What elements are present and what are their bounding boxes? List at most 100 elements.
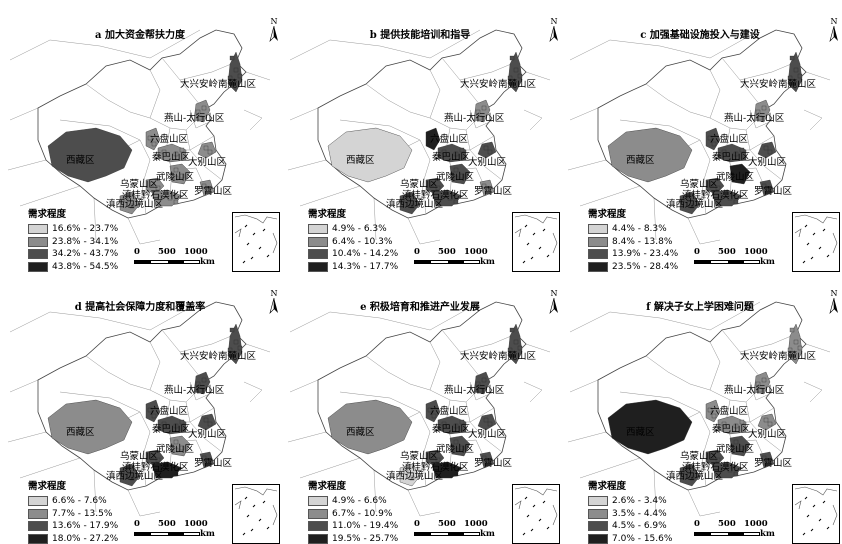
- china-map: [7, 301, 271, 517]
- neighbor-border: [289, 379, 319, 393]
- county-cell: [203, 145, 209, 151]
- county-cell: [453, 151, 459, 157]
- region-label: 滇西边境山区: [666, 199, 724, 210]
- region-label: 滇西边境山区: [666, 471, 724, 482]
- county-cell: [509, 327, 515, 333]
- region-label: 大兴安岭南麓山区: [740, 351, 817, 362]
- region-label: 西藏区: [66, 155, 95, 166]
- county-cell: [481, 183, 487, 189]
- scale-bar: 0 500 1000 km: [414, 519, 509, 541]
- county-cell: [437, 195, 443, 201]
- county-cell: [787, 75, 793, 81]
- region-liupanshan: [705, 127, 721, 151]
- county-cell: [477, 115, 483, 121]
- legend-item: 43.8% - 54.5%: [28, 261, 158, 273]
- neighbor-border: [569, 39, 711, 61]
- north-arrow-icon: N: [548, 290, 560, 314]
- neighbor-border: [373, 197, 377, 241]
- neighbor-border: [579, 185, 641, 207]
- legend-swatch: [28, 261, 48, 272]
- province-border: [339, 119, 421, 141]
- county-cell: [157, 195, 163, 201]
- legend-item: 14.3% - 17.7%: [308, 261, 438, 273]
- county-cell: [763, 145, 769, 151]
- north-arrow-icon: N: [268, 18, 280, 42]
- province-border: [619, 391, 701, 413]
- legend-item: 2.6% - 3.4%: [588, 495, 718, 507]
- county-cell: [755, 109, 761, 115]
- region-dianxi: [679, 191, 701, 215]
- county-cell: [173, 471, 179, 477]
- county-cell: [155, 457, 161, 463]
- legend-title: 需求程度: [588, 209, 627, 220]
- neighbor-border: [709, 301, 761, 331]
- province-border: [419, 139, 431, 215]
- region-xizang: [327, 399, 413, 455]
- neighbor-border: [803, 381, 823, 403]
- county-cell: [447, 195, 453, 201]
- map-legend: 需求程度 6.6% - 7.6% 7.7% - 13.5% 13.6% - 17.9%…: [28, 478, 158, 544]
- legend-item: 4.5% - 6.9%: [588, 520, 718, 532]
- region-qinba: [157, 143, 187, 163]
- county-cell: [195, 109, 201, 115]
- county-cell: [763, 417, 769, 423]
- south-china-sea-inset: [792, 212, 840, 272]
- county-cell: [507, 75, 513, 81]
- county-cell: [475, 381, 481, 387]
- region-qinba: [437, 143, 467, 163]
- county-cell: [129, 475, 135, 481]
- county-cell: [149, 453, 155, 459]
- county-cell: [739, 445, 745, 451]
- county-cell: [459, 419, 465, 425]
- region-label: 滇西边境山区: [106, 471, 164, 482]
- province-border: [709, 69, 721, 119]
- scale-tick-label: 0: [414, 519, 420, 529]
- legend-item: 7.0% - 15.6%: [588, 533, 718, 544]
- county-cell: [733, 423, 739, 429]
- county-cell: [179, 173, 185, 179]
- legend-label: 6.7% - 10.9%: [332, 508, 393, 519]
- panel-title: f 解决子女上学困难问题: [646, 302, 754, 313]
- region-label: 秦巴山区: [432, 152, 471, 163]
- legend-label: 23.5% - 28.4%: [612, 261, 679, 272]
- legend-item: 19.5% - 25.7%: [308, 533, 438, 544]
- neighbor-border: [373, 469, 377, 513]
- scale-unit: km: [480, 257, 495, 267]
- county-cell: [437, 467, 443, 473]
- scale-bar: 0 500 1000 km: [694, 519, 789, 541]
- province-border: [149, 341, 161, 391]
- province-border: [469, 381, 495, 401]
- scale-tick-label: 1000: [464, 519, 488, 529]
- legend-swatch: [588, 261, 608, 272]
- province-border: [419, 411, 431, 487]
- region-label: 燕山-太行山区: [164, 113, 225, 124]
- province-border: [645, 355, 711, 391]
- scale-tick-label: 500: [158, 247, 176, 257]
- county-cell: [481, 455, 487, 461]
- county-cell: [453, 423, 459, 429]
- county-cell: [207, 149, 213, 155]
- legend-swatch: [28, 533, 48, 544]
- map-panel: 西藏区 大兴安岭南麓山区 燕山-太行山区 六盘山区 秦巴山区 大别山区 武陵山区 乌蒙山区 滇桂…: [560, 272, 840, 544]
- neighbor-border: [149, 301, 201, 331]
- legend-item: 23.5% - 28.4%: [588, 261, 718, 273]
- county-cell: [201, 183, 207, 189]
- legend-swatch: [28, 236, 48, 247]
- map-legend: 需求程度 16.6% - 23.7% 23.8% - 34.1% 34.2% - 43…: [28, 206, 158, 273]
- county-cell: [481, 377, 487, 383]
- neighbor-border: [429, 301, 481, 331]
- county-cell: [147, 135, 153, 141]
- county-cell: [689, 203, 695, 209]
- region-label: 燕山-太行山区: [724, 113, 785, 124]
- south-china-sea-inset: [232, 484, 280, 544]
- legend-swatch: [308, 508, 328, 519]
- legend-title: 需求程度: [588, 481, 627, 492]
- scale-tick-label: 0: [414, 247, 420, 257]
- county-cell: [727, 467, 733, 473]
- province-border: [709, 341, 721, 391]
- county-cell: [157, 467, 163, 473]
- region-dianxi: [399, 463, 421, 487]
- county-cell: [739, 173, 745, 179]
- region-label: 滇桂黔石漠化区: [682, 190, 749, 201]
- county-cell: [179, 419, 185, 425]
